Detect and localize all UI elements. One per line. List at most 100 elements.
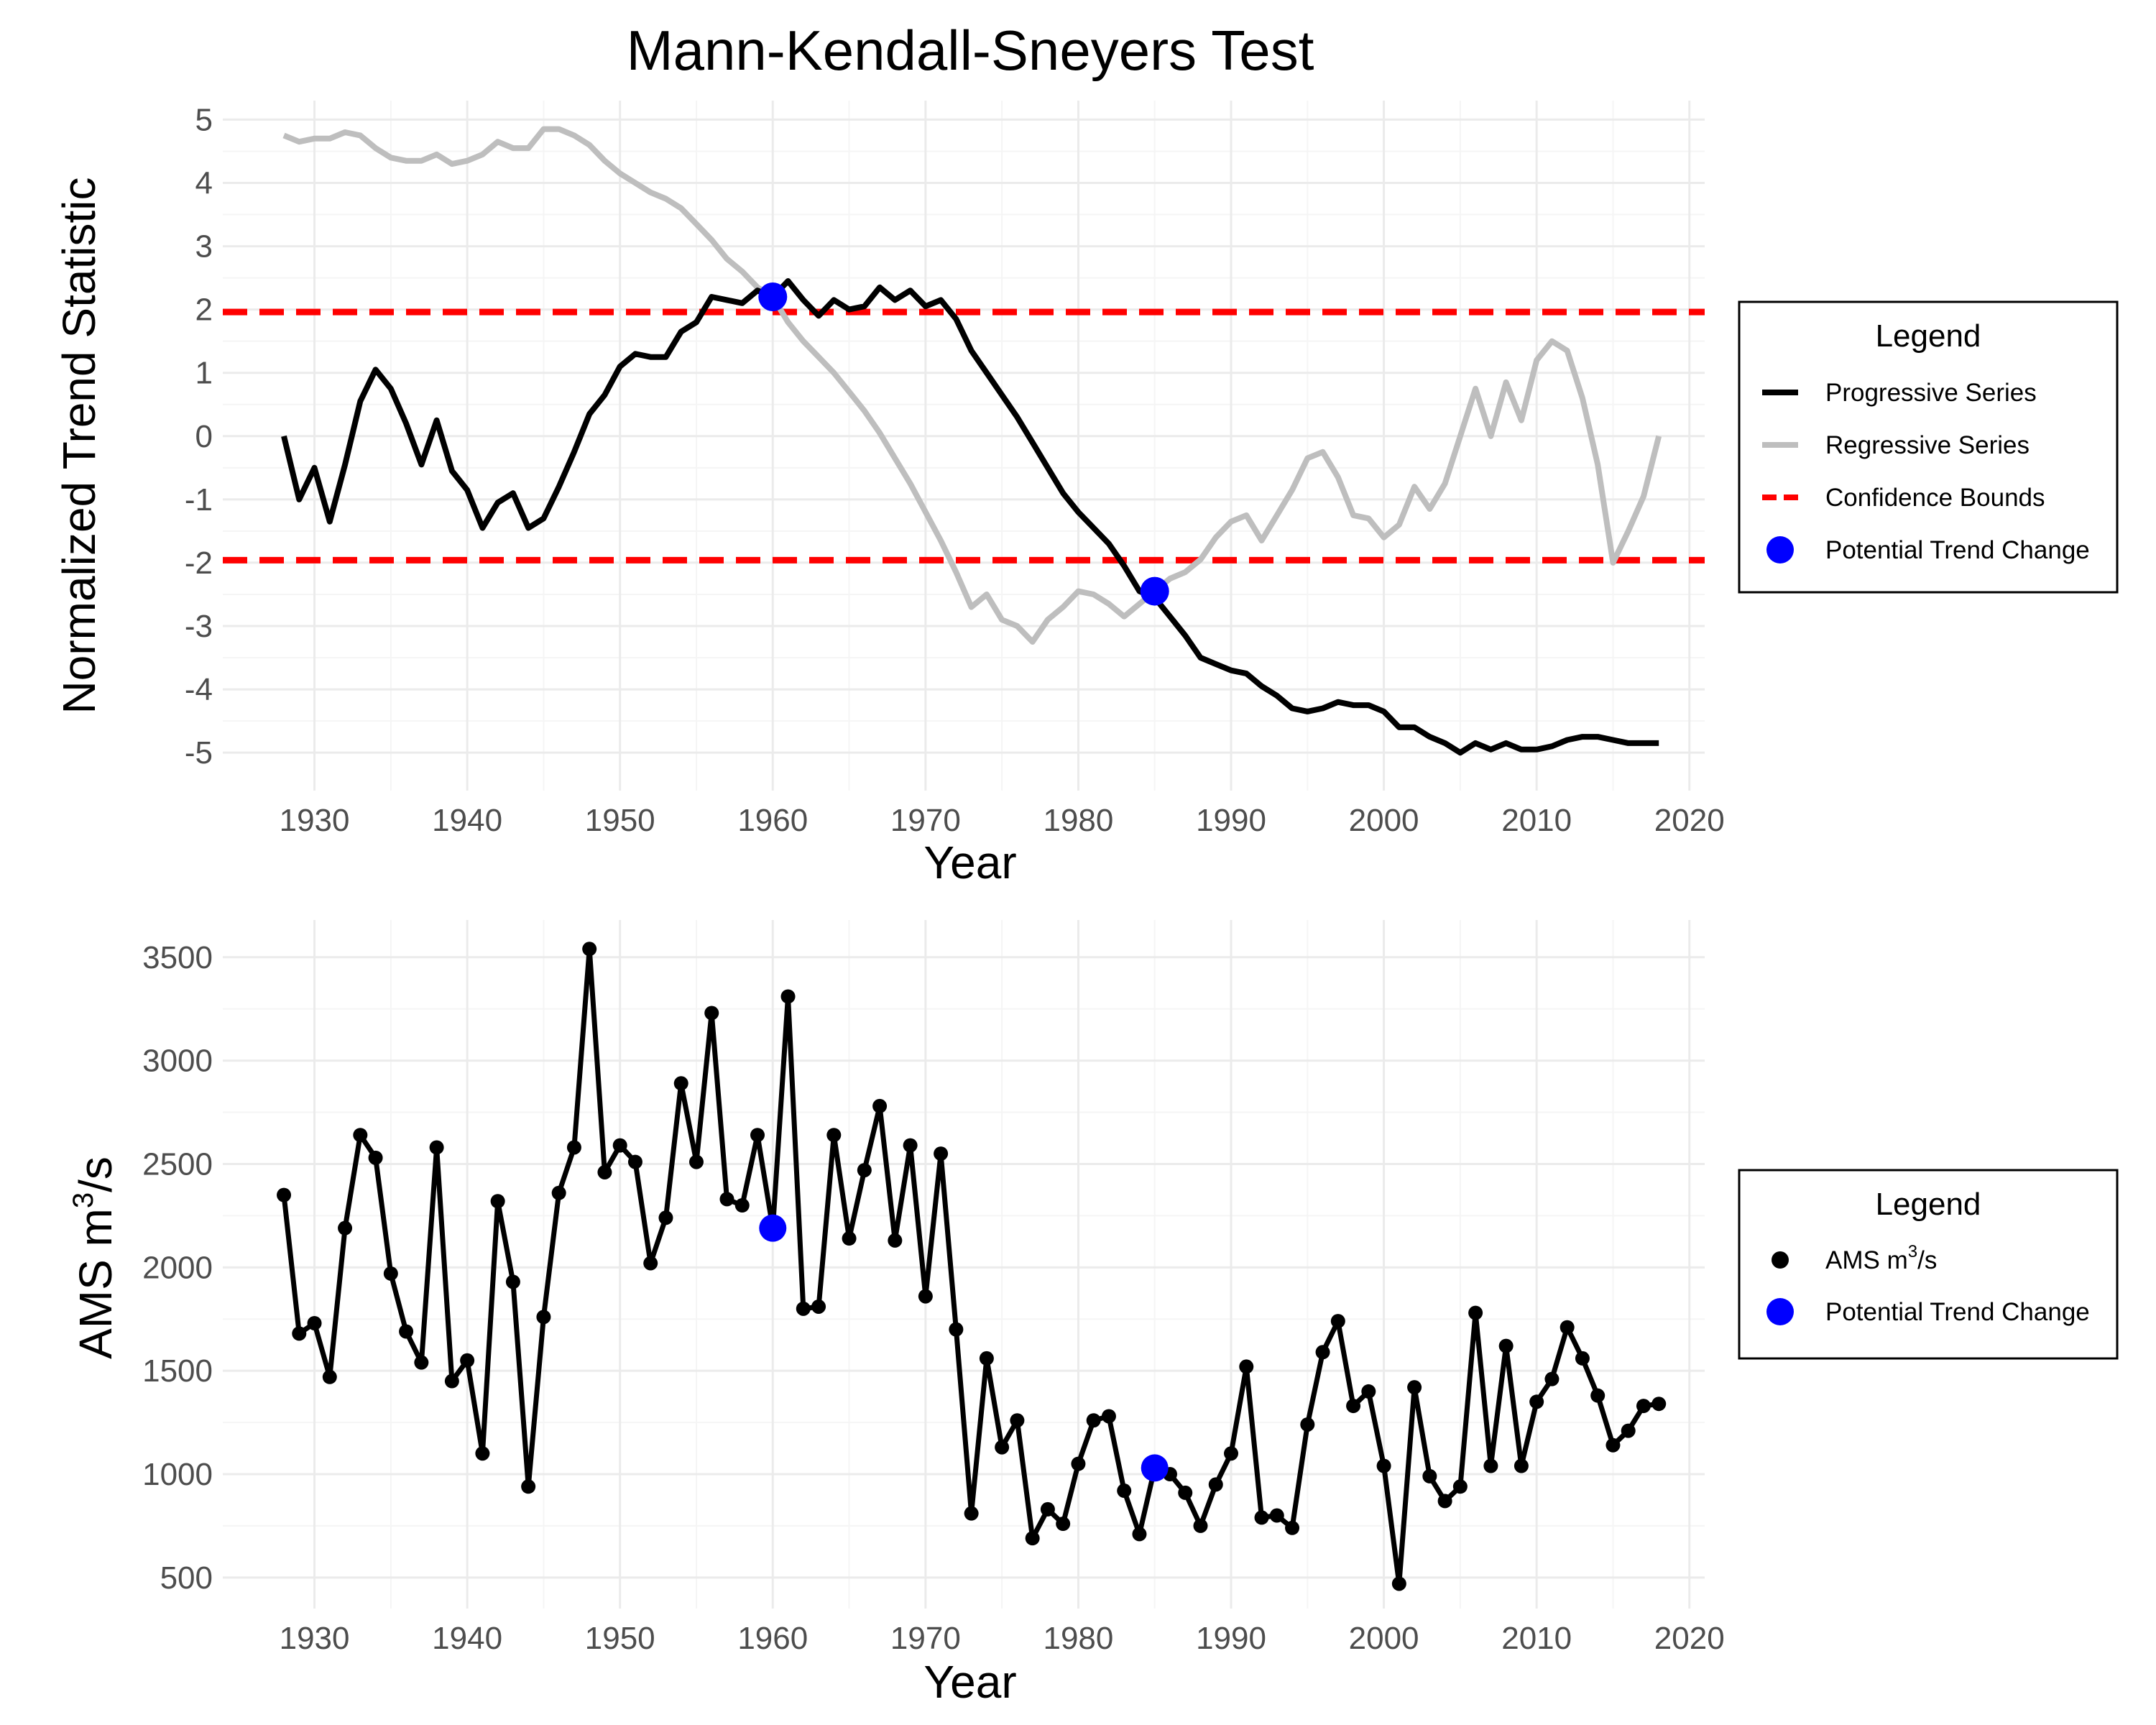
ams-data-point	[444, 1374, 459, 1389]
x-tick-label: 1980	[1043, 803, 1113, 838]
trend-change-point	[759, 1214, 787, 1242]
ams-data-point	[888, 1233, 903, 1248]
top-confidence-bounds	[223, 308, 1705, 564]
ams-data-point	[1330, 1314, 1345, 1329]
y-tick-label: 2	[195, 293, 213, 328]
y-tick-label: 1	[195, 356, 213, 391]
ams-data-point	[1651, 1397, 1667, 1412]
ams-data-point	[1361, 1384, 1376, 1399]
ams-data-point	[979, 1351, 994, 1366]
chart-title: Mann-Kendall-Sneyers Test	[627, 19, 1314, 82]
y-tick-label: 3	[195, 229, 213, 264]
top-x-axis-title: Year	[923, 837, 1016, 888]
ams-data-point	[1239, 1359, 1254, 1374]
ams-data-point	[1636, 1399, 1651, 1414]
x-tick-label: 1990	[1196, 1621, 1266, 1656]
trend-change-point	[758, 282, 788, 312]
ams-data-point	[1086, 1413, 1101, 1428]
x-tick-label: 1950	[585, 803, 655, 838]
bottom-y-tick-labels: 500 1000 1500 2000 2500 3000 3500	[142, 940, 213, 1596]
ams-data-point	[949, 1322, 964, 1337]
ams-data-point	[1621, 1423, 1636, 1438]
x-tick-label: 1930	[280, 1621, 350, 1656]
ams-data-point	[1529, 1394, 1544, 1409]
y-tick-label: -5	[185, 735, 213, 770]
ams-data-point	[1300, 1417, 1315, 1432]
y-tick-label: 0	[195, 419, 213, 454]
trend-change-point	[1141, 1454, 1169, 1482]
x-tick-label: 1960	[737, 803, 808, 838]
ams-data-point	[1376, 1458, 1391, 1473]
ams-data-point	[1407, 1380, 1422, 1395]
ams-data-point	[1025, 1531, 1040, 1546]
top-x-tick-labels: 1930 1940 1950 1960 1970 1980 1990 2000 2010 2020	[280, 803, 1725, 838]
y-tick-label: 1500	[142, 1353, 213, 1389]
legend-label-trend-change: Potential Trend Change	[1825, 536, 2090, 564]
ams-data-point	[368, 1150, 383, 1165]
y-tick-label: -4	[185, 672, 213, 707]
ams-data-point	[826, 1128, 842, 1143]
top-y-tick-labels: -5 -4 -3 -2 -1 0 1 2 3 4 5	[185, 102, 213, 770]
progressive-series-line	[281, 278, 1659, 756]
ams-data-point	[811, 1299, 826, 1314]
top-trend-change-points	[758, 282, 1169, 606]
x-tick-label: 2020	[1654, 803, 1725, 838]
top-legend-box	[1738, 300, 2119, 594]
ams-data-point	[1452, 1479, 1468, 1494]
ams-data-point	[1544, 1371, 1560, 1386]
x-tick-label: 2000	[1349, 803, 1419, 838]
ams-data-point	[307, 1315, 322, 1330]
y-tick-label: 3000	[142, 1044, 213, 1079]
legend-key-trend-change	[1766, 536, 1794, 564]
ams-data-point	[1391, 1576, 1406, 1591]
y-tick-label: 5	[195, 102, 213, 137]
ams-data-point	[1422, 1468, 1437, 1484]
ams-data-point	[872, 1098, 888, 1113]
ams-data-point	[1193, 1518, 1208, 1533]
x-tick-label: 2020	[1654, 1621, 1725, 1656]
bottom-legend-box	[1738, 1169, 2119, 1360]
ams-data-point	[475, 1446, 490, 1461]
legend-label-trend-change-bottom: Potential Trend Change	[1825, 1298, 2090, 1326]
ams-data-point	[1117, 1484, 1132, 1499]
top-legend-title: Legend	[1876, 318, 1981, 354]
ams-data-point	[322, 1369, 337, 1384]
x-tick-label: 2000	[1349, 1621, 1419, 1656]
ams-data-point	[1254, 1510, 1269, 1525]
ams-data-point	[704, 1006, 719, 1021]
ams-data-point	[1056, 1517, 1071, 1532]
ams-data-point	[750, 1128, 765, 1143]
y-tick-label: 4	[195, 165, 213, 201]
x-tick-label: 2010	[1501, 803, 1572, 838]
ams-data-point	[964, 1506, 979, 1521]
x-tick-label: 1960	[737, 1621, 808, 1656]
bottom-panel: 1930 1940 1950 1960 1970 1980 1990 2000 2010 2020…	[68, 920, 2119, 1708]
ams-data-point	[688, 1154, 704, 1169]
ams-data-point	[1178, 1485, 1193, 1500]
x-tick-label: 1930	[280, 803, 350, 838]
x-tick-label: 1990	[1196, 803, 1266, 838]
x-tick-label: 1970	[890, 1621, 961, 1656]
ams-data-point	[597, 1164, 612, 1179]
x-tick-label: 1950	[585, 1621, 655, 1656]
ams-data-point	[1040, 1501, 1055, 1517]
ams-data-point	[1010, 1413, 1025, 1428]
ams-data-point	[627, 1154, 642, 1169]
trend-change-point	[1140, 576, 1169, 606]
ams-data-point	[1101, 1409, 1116, 1424]
y-tick-label: -1	[185, 482, 213, 518]
x-tick-label: 1940	[432, 1621, 502, 1656]
ams-data-point	[796, 1301, 811, 1316]
ams-data-point	[566, 1140, 581, 1155]
ams-data-point	[460, 1353, 475, 1368]
ams-data-point	[1514, 1458, 1529, 1473]
ams-data-point	[903, 1138, 918, 1153]
ams-data-point	[719, 1192, 734, 1207]
y-tick-label: 2500	[142, 1146, 213, 1182]
ams-data-point	[505, 1274, 520, 1289]
ams-data-point	[1315, 1345, 1330, 1360]
x-tick-label: 1940	[432, 803, 502, 838]
y-tick-label: 1000	[142, 1457, 213, 1492]
y-tick-label: -2	[185, 546, 213, 581]
